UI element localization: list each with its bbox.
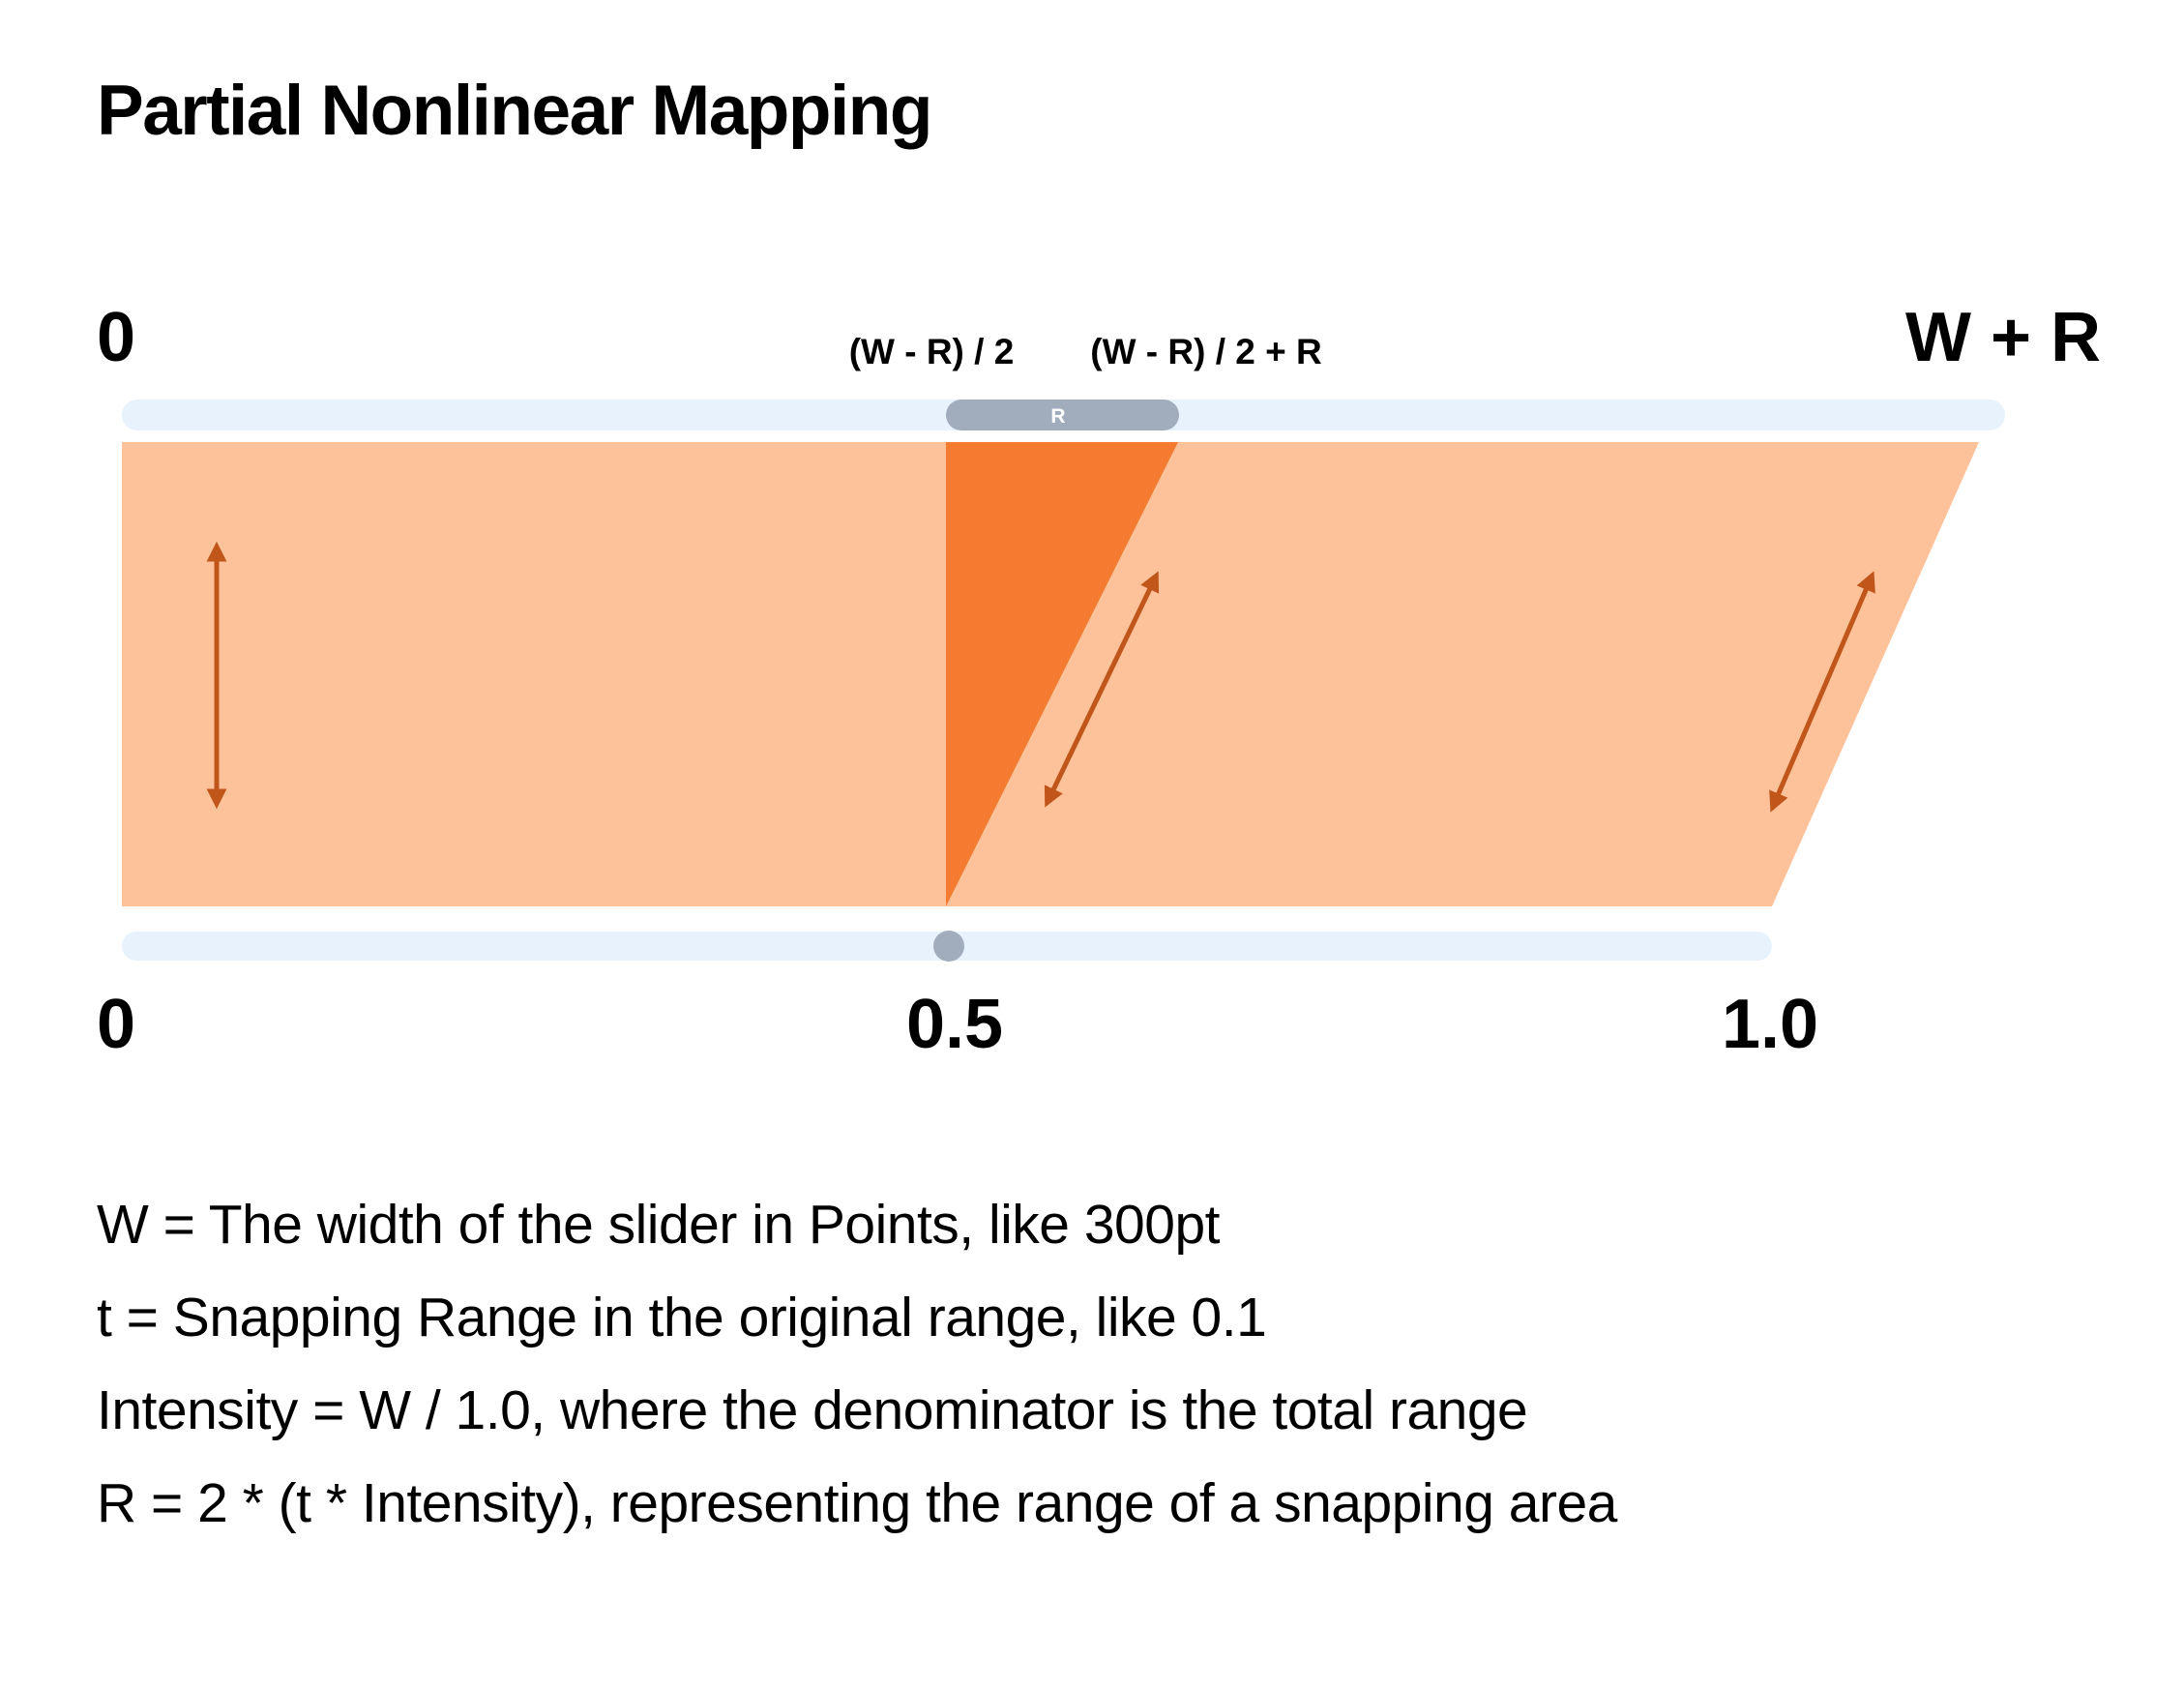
definition-t: t = Snapping Range in the original range… xyxy=(97,1287,1267,1348)
slider-handle[interactable] xyxy=(933,931,964,962)
definitions-list: W = The width of the slider in Points, l… xyxy=(97,1178,1617,1550)
bottom-axis-start-label: 0 xyxy=(97,986,135,1063)
definition-r: R = 2 * (t * Intensity), representing th… xyxy=(97,1472,1617,1534)
bottom-axis-mid-label: 0.5 xyxy=(906,986,1003,1063)
page-title: Partial Nonlinear Mapping xyxy=(97,72,932,150)
bottom-axis-end-label: 1.0 xyxy=(1722,986,1818,1063)
top-axis-end-label: W + R xyxy=(1905,299,2101,376)
definition-intensity: Intensity = W / 1.0, where the denominat… xyxy=(97,1379,1528,1441)
shifted-mapping-arrow xyxy=(1769,571,1875,813)
definition-w: W = The width of the slider in Points, l… xyxy=(97,1194,1220,1256)
snap-range-label: R xyxy=(1050,405,1065,428)
snap-end-label: (W - R) / 2 + R xyxy=(1090,332,1321,371)
top-axis-start-label: 0 xyxy=(97,299,135,376)
snap-range-pill xyxy=(946,400,1179,430)
snap-region-arrow xyxy=(1044,571,1160,808)
snap-start-label: (W - R) / 2 xyxy=(849,332,1015,371)
